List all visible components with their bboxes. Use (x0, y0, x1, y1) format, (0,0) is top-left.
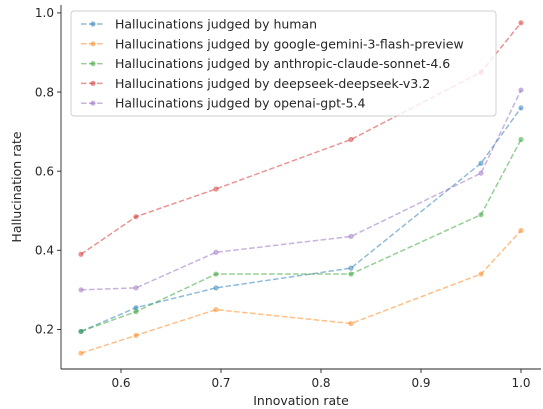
series-4-point (348, 233, 354, 240)
legend-label-3: Hallucinations judged by deepseek-deepse… (115, 76, 430, 91)
series-4-point (478, 170, 484, 176)
legend-label-4: Hallucinations judged by openai-gpt-5.4 (115, 96, 365, 111)
series-0-point (213, 285, 219, 291)
series-2-point (478, 212, 484, 218)
legend: Hallucinations judged by human Hallucinat… (70, 10, 497, 117)
legend-marker-1 (90, 41, 96, 47)
ticks: 0.6 0.7 0.8 0.9 1.0 0.2 0.4 0.6 0.8 1.0 (35, 6, 531, 390)
x-tick-label: 1.0 (511, 376, 530, 390)
series-0-point (348, 265, 354, 271)
series-2-point (348, 271, 354, 277)
series-line-0 (80, 107, 522, 333)
y-tick-label: 1.0 (35, 6, 54, 20)
x-tick-label: 0.8 (311, 376, 330, 390)
legend-marker-4 (90, 100, 96, 106)
series-2-point (133, 309, 139, 315)
legend-marker-2 (90, 61, 96, 67)
series-3-point (78, 251, 84, 257)
series-0-point (518, 105, 524, 111)
legend-frame (70, 10, 497, 117)
series-1-point (78, 350, 84, 356)
series-3-point (348, 136, 354, 143)
legend-marker-3 (90, 80, 96, 86)
x-tick-label: 0.9 (411, 376, 430, 390)
series-0-point (478, 160, 484, 166)
y-tick-label: 0.6 (35, 164, 54, 178)
y-axis-label: Hallucination rate (9, 131, 24, 242)
series-1-point (133, 332, 139, 338)
series-line-4 (80, 89, 522, 291)
series-line-2 (80, 139, 522, 333)
axes (60, 5, 541, 370)
series-4-point (213, 249, 219, 255)
series-2-point (78, 328, 84, 335)
y-tick-label: 0.4 (35, 244, 54, 258)
series-2-point (213, 271, 219, 277)
legend-label-1: Hallucinations judged by google-gemini-3… (115, 36, 464, 51)
series-line-1 (80, 230, 522, 354)
y-tick-label: 0.8 (35, 85, 54, 99)
series-1-point (478, 271, 484, 277)
x-axis-label: Innovation rate (253, 393, 349, 408)
series-4-point (78, 287, 84, 293)
series-1-point (348, 320, 354, 327)
x-tick-label: 0.7 (211, 376, 230, 390)
series-3-point (213, 186, 219, 192)
legend-marker-0 (90, 21, 96, 27)
series-1-point (518, 227, 524, 234)
series-2-point (518, 136, 524, 143)
series-4-point (133, 285, 139, 291)
series-3-point (518, 20, 524, 26)
series-1-point (213, 307, 219, 313)
y-tick-label: 0.2 (35, 323, 54, 337)
legend-entries: Hallucinations judged by human Hallucinat… (81, 17, 464, 111)
series-4-point (518, 87, 524, 93)
series-0-point (133, 305, 139, 311)
series-3-point (133, 214, 139, 220)
x-tick-label: 0.6 (111, 376, 130, 390)
legend-label-2: Hallucinations judged by anthropic-claud… (115, 56, 450, 71)
legend-label-0: Hallucinations judged by human (115, 17, 317, 32)
